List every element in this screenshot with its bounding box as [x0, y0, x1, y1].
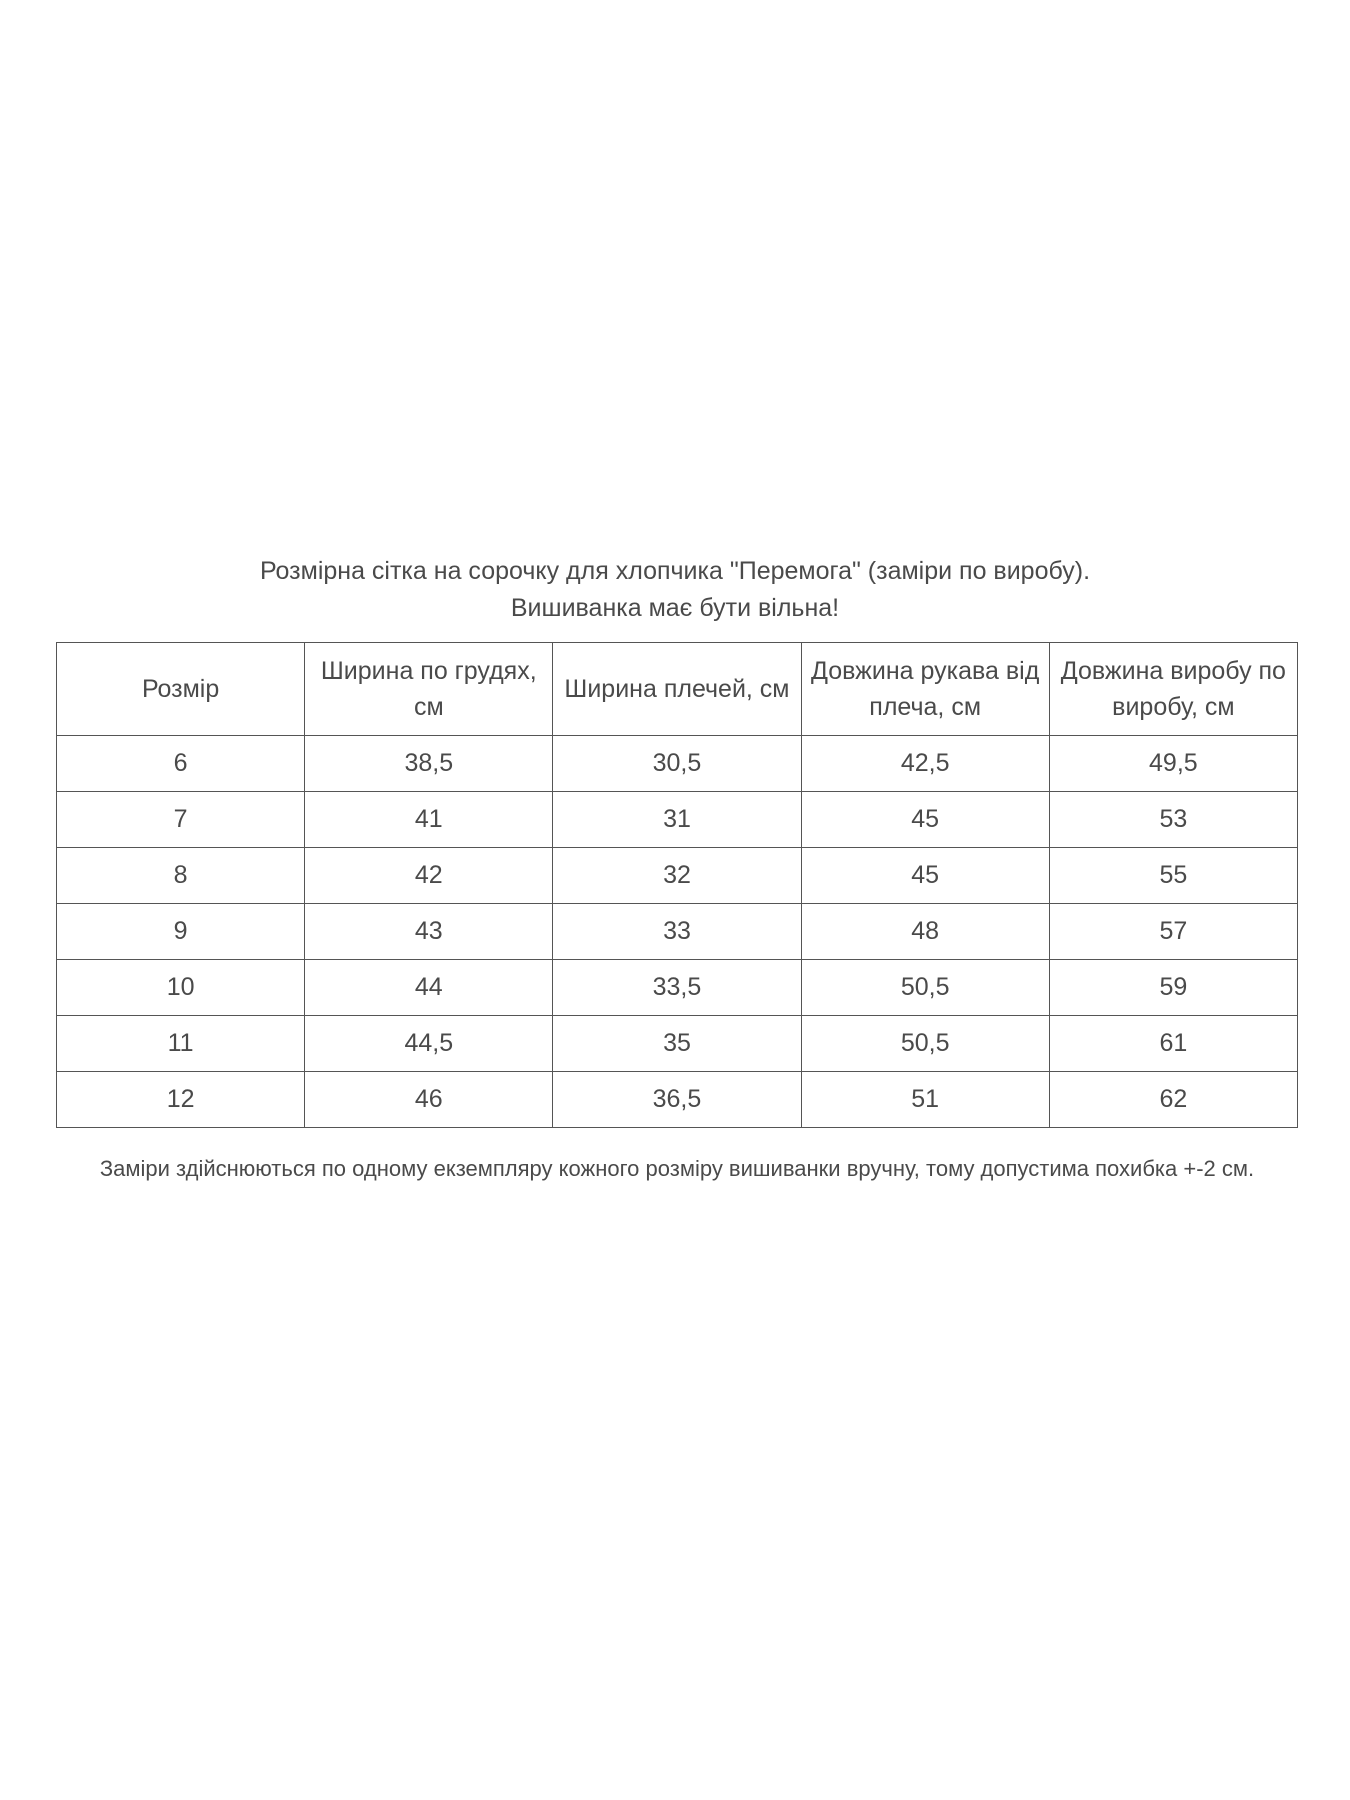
table-cell: 9 — [55, 903, 306, 960]
table-cell: 11 — [55, 1015, 306, 1072]
table-row: 6 38,5 30,5 42,5 49,5 — [55, 735, 1299, 792]
table-cell: 50,5 — [800, 959, 1050, 1016]
table-cell: 51 — [800, 1071, 1050, 1128]
table-header-row: Розмір Ширина по грудях, см Ширина плечей,… — [55, 642, 1299, 736]
title-line-2: Вишиванка має бути вільна! — [510, 594, 840, 622]
table-cell: 42,5 — [800, 735, 1050, 792]
table-cell: 45 — [800, 847, 1050, 904]
table-row: 8 42 32 45 55 — [55, 847, 1299, 904]
table-cell: 36,5 — [552, 1071, 802, 1128]
table-cell: 10 — [55, 959, 306, 1016]
table-cell: 35 — [552, 1015, 802, 1072]
column-header: Ширина по грудях, см — [304, 642, 554, 736]
table-cell: 31 — [552, 791, 802, 848]
size-table: Розмір Ширина по грудях, см Ширина плечей,… — [55, 642, 1299, 1128]
table-row: 12 46 36,5 51 62 — [55, 1071, 1299, 1128]
table-cell: 38,5 — [304, 735, 554, 792]
table-cell: 12 — [55, 1071, 306, 1128]
table-cell: 53 — [1048, 791, 1299, 848]
column-header: Довжина виробу по виробу, см — [1048, 642, 1299, 736]
table-cell: 6 — [55, 735, 306, 792]
table-cell: 42 — [304, 847, 554, 904]
table-cell: 33 — [552, 903, 802, 960]
title-line-1: Розмірна сітка на сорочку для хлопчика "… — [259, 557, 1091, 585]
table-row: 10 44 33,5 50,5 59 — [55, 959, 1299, 1016]
table-row: 11 44,5 35 50,5 61 — [55, 1015, 1299, 1072]
column-header: Довжина рукава від плеча, см — [800, 642, 1050, 736]
measurement-note: Заміри здійснюються по одному екземпляру… — [99, 1156, 1255, 1181]
table-cell: 46 — [304, 1071, 554, 1128]
table-cell: 41 — [304, 791, 554, 848]
table-cell: 57 — [1048, 903, 1299, 960]
table-cell: 49,5 — [1048, 735, 1299, 792]
table-row: 7 41 31 45 53 — [55, 791, 1299, 848]
table-cell: 59 — [1048, 959, 1299, 1016]
table-cell: 44,5 — [304, 1015, 554, 1072]
table-cell: 8 — [55, 847, 306, 904]
size-chart-title: Розмірна сітка на сорочку для хлопчика "… — [0, 553, 1350, 627]
table-row: 9 43 33 48 57 — [55, 903, 1299, 960]
column-header: Ширина плечей, см — [552, 642, 802, 736]
table-cell: 32 — [552, 847, 802, 904]
table-cell: 43 — [304, 903, 554, 960]
table-cell: 30,5 — [552, 735, 802, 792]
table-cell: 55 — [1048, 847, 1299, 904]
table-cell: 7 — [55, 791, 306, 848]
column-header: Розмір — [55, 642, 306, 736]
table-cell: 50,5 — [800, 1015, 1050, 1072]
table-cell: 61 — [1048, 1015, 1299, 1072]
table-cell: 48 — [800, 903, 1050, 960]
table-cell: 45 — [800, 791, 1050, 848]
table-cell: 62 — [1048, 1071, 1299, 1128]
table-cell: 33,5 — [552, 959, 802, 1016]
table-cell: 44 — [304, 959, 554, 1016]
